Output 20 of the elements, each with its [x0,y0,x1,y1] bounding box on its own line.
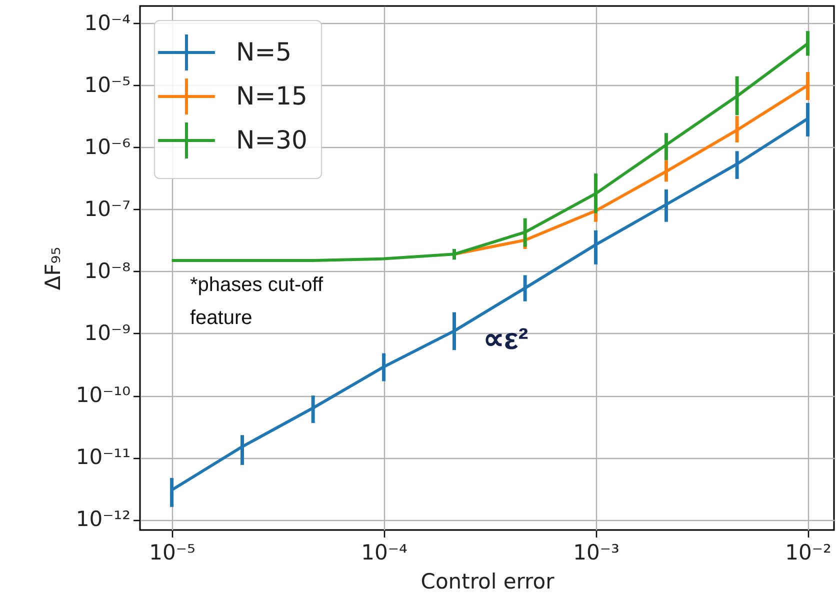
legend-label: N=30 [236,126,308,154]
annotation: *phases cut-off feature [190,274,324,329]
y-tick-label: 10⁻¹⁰ [76,383,130,408]
y-tick-label: 10⁻¹¹ [76,445,130,470]
y-tick-label: 10⁻⁹ [84,320,130,345]
x-tick-label: 10⁻⁵ [149,540,196,564]
x-tick-label: 10⁻⁴ [361,540,408,564]
x-tick-label: 10⁻² [785,540,832,564]
y-tick-label: 10⁻⁶ [84,134,130,159]
x-axis-title: Control error [420,570,555,594]
annotation: ∝ε² [483,323,528,356]
legend-label: N=5 [236,38,292,66]
y-tick-label: 10⁻⁸ [84,258,130,283]
legend-label: N=15 [236,82,308,110]
y-tick-label: 10⁻¹² [76,507,130,532]
y-tick-label: 10⁻⁷ [84,196,130,221]
x-tick-label: 10⁻³ [573,540,620,564]
y-axis-title: ΔF₉₅ [40,246,65,290]
y-tick-label: 10⁻⁴ [84,10,130,35]
y-tick-label: 10⁻⁵ [84,72,130,97]
